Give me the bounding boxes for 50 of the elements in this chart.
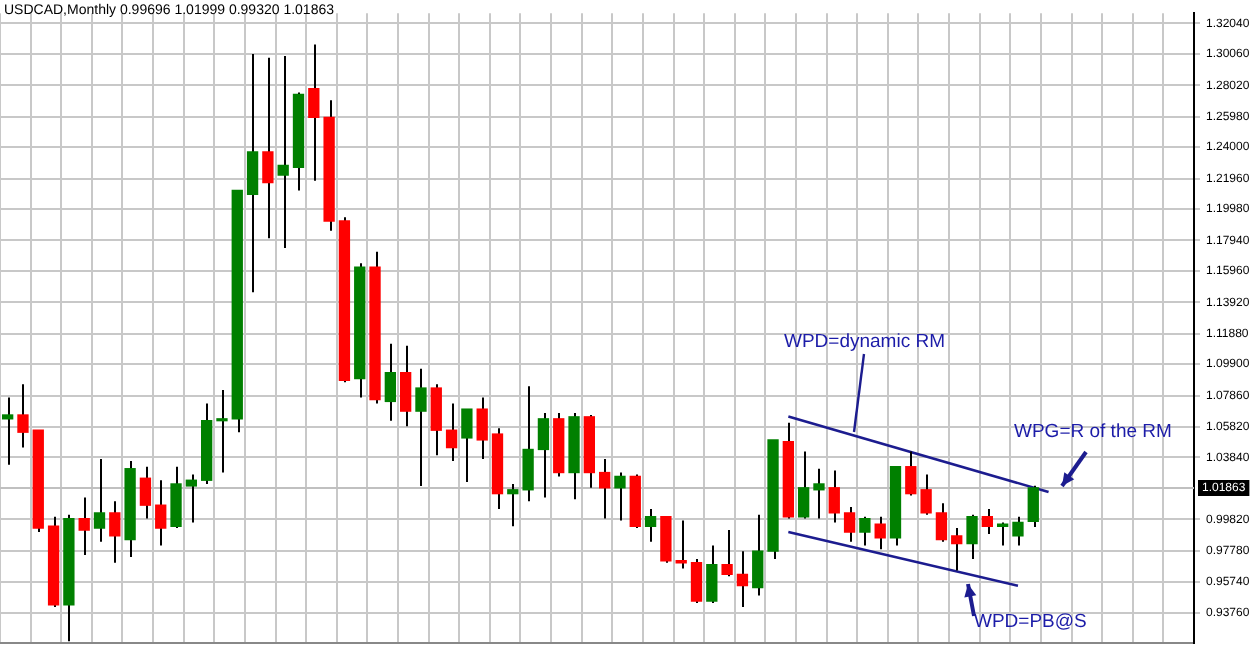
candlestick: [721, 529, 733, 578]
candlestick: [1, 396, 14, 466]
candlestick: [476, 396, 488, 460]
candlestick: [109, 500, 121, 564]
candlestick: [430, 383, 442, 457]
candlestick: [874, 515, 886, 551]
annotation: WPD=PB@S: [974, 611, 1087, 634]
candlestick: [813, 467, 825, 520]
candlestick: [981, 508, 994, 535]
candlestick: [308, 43, 320, 182]
candlestick: [522, 385, 534, 503]
annotation: WPD=dynamic RM: [784, 331, 946, 354]
candlestick: [660, 515, 672, 564]
candlestick: [537, 411, 550, 499]
candlestick: [415, 367, 427, 487]
candlestick: [170, 465, 182, 530]
annotation: WPG=R of the RM: [1014, 421, 1173, 444]
candlestick: [706, 544, 718, 605]
candlestick: [461, 408, 473, 484]
candlestick: [399, 344, 412, 428]
candlestick: [598, 458, 611, 520]
candlestick: [935, 502, 948, 543]
candlestick: [736, 550, 749, 608]
candlestick: [690, 557, 703, 605]
candlestick: [507, 482, 519, 528]
candlestick: [185, 473, 198, 524]
candlestick: [920, 473, 932, 516]
candlestick: [1027, 484, 1039, 529]
candlestick: [93, 458, 106, 543]
candlestick: [951, 527, 963, 572]
candlestick: [246, 52, 259, 294]
candlestick: [445, 402, 458, 462]
candlestick: [966, 513, 978, 560]
candlestick: [828, 469, 840, 524]
candlestick: [797, 450, 810, 520]
candlestick: [155, 479, 167, 547]
candlestick: [78, 496, 90, 557]
candlestick: [277, 54, 289, 249]
candlestick: [905, 450, 917, 497]
candlestick: [216, 389, 228, 474]
candlestick: [843, 506, 856, 543]
candlestick: [859, 515, 871, 547]
candlestick: [752, 513, 764, 597]
candlestick: [262, 56, 274, 240]
candlestick: [644, 508, 657, 543]
candlestick: [17, 383, 29, 449]
candlestick: [1012, 515, 1024, 547]
candlestick: [614, 471, 626, 522]
candlestick: [384, 342, 397, 422]
candlestick: [139, 465, 152, 520]
